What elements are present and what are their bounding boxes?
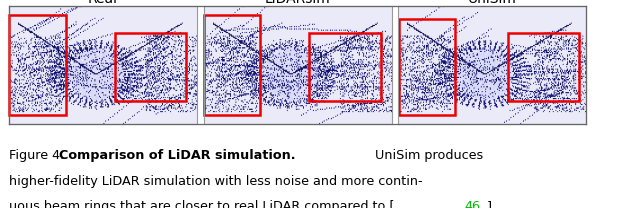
Text: UniSim produces: UniSim produces	[367, 149, 483, 162]
Text: Comparison of LiDAR simulation.: Comparison of LiDAR simulation.	[59, 149, 296, 162]
Bar	[204, 15, 260, 115]
Text: higher-fidelity LiDAR simulation with less noise and more contin-: higher-fidelity LiDAR simulation with le…	[9, 175, 422, 188]
Bar	[309, 33, 381, 101]
Bar	[115, 33, 186, 101]
Title: Real: Real	[88, 0, 118, 6]
Title: LiDARsim: LiDARsim	[265, 0, 330, 6]
Text: Figure 4.: Figure 4.	[9, 149, 72, 162]
Text: 46: 46	[465, 200, 481, 208]
Bar	[399, 19, 455, 115]
Title: UniSim: UniSim	[468, 0, 516, 6]
Bar	[508, 33, 579, 101]
Text: uous beam rings that are closer to real LiDAR compared to [: uous beam rings that are closer to real …	[9, 200, 394, 208]
Text: ].: ].	[486, 200, 495, 208]
Bar	[10, 15, 66, 115]
